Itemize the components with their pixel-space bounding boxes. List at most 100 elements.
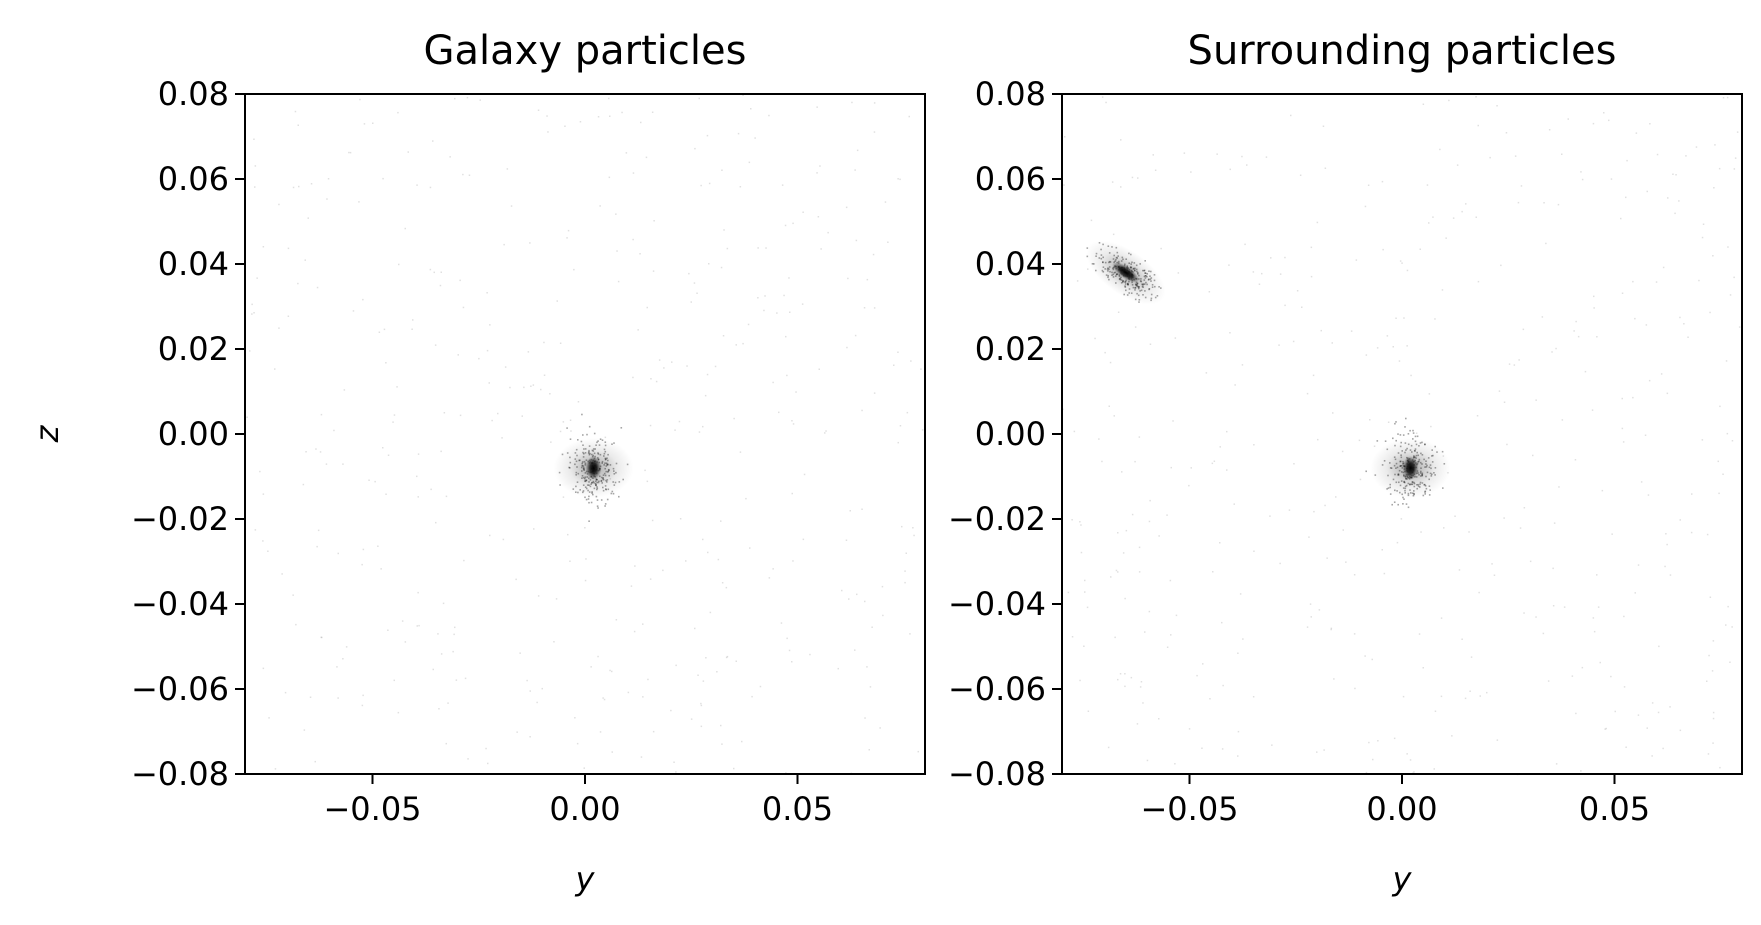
clump-particle xyxy=(583,468,585,470)
clump-particle xyxy=(1136,270,1138,273)
background-particle xyxy=(579,121,582,123)
background-particle xyxy=(462,173,464,176)
background-particle xyxy=(1086,606,1089,609)
clump-particle xyxy=(595,495,598,498)
clump-particle xyxy=(578,459,580,462)
background-particle xyxy=(1625,746,1627,748)
background-particle xyxy=(1599,661,1601,664)
background-particle xyxy=(1148,520,1151,523)
background-particle xyxy=(739,186,742,188)
clump-particle xyxy=(607,463,609,466)
x-axis-label: y xyxy=(1392,860,1413,898)
clump-particle xyxy=(618,481,621,483)
background-particle xyxy=(1593,630,1596,633)
clump-particle xyxy=(1147,278,1150,280)
clump-particle xyxy=(1142,284,1144,286)
background-particle xyxy=(1644,434,1647,436)
background-particle xyxy=(457,354,459,356)
clump-particle xyxy=(1419,461,1422,464)
background-particle xyxy=(262,667,265,670)
clump-particle xyxy=(1091,263,1094,265)
clump-particle xyxy=(1116,273,1119,275)
background-particle xyxy=(726,247,729,250)
background-particle xyxy=(1079,521,1081,523)
clump-particle xyxy=(1421,482,1424,484)
background-particle xyxy=(637,329,639,331)
background-particle xyxy=(1657,711,1660,714)
background-particle xyxy=(1121,471,1123,473)
clump-particle xyxy=(607,459,609,462)
background-particle xyxy=(310,183,313,185)
background-particle xyxy=(1651,755,1653,757)
clump-particle xyxy=(1383,460,1386,462)
clump-particle xyxy=(1118,278,1121,280)
clump-particle xyxy=(1131,261,1133,264)
clump-particle xyxy=(1441,450,1444,453)
clump-particle xyxy=(1401,493,1403,496)
clump-particle xyxy=(592,480,595,483)
background-particle xyxy=(802,211,804,213)
clump-particle xyxy=(612,481,614,483)
background-particle xyxy=(398,263,400,266)
background-particle xyxy=(1448,99,1450,102)
background-particle xyxy=(1316,751,1318,753)
clump-particle xyxy=(1409,429,1411,432)
background-particle xyxy=(720,520,722,522)
background-particle xyxy=(817,216,820,218)
background-particle xyxy=(1561,419,1564,421)
background-particle xyxy=(1090,219,1093,222)
clump-particle xyxy=(1414,450,1416,452)
background-particle xyxy=(690,301,692,303)
clump-particle xyxy=(581,475,584,477)
background-particle xyxy=(733,767,735,770)
background-particle xyxy=(1071,519,1073,521)
background-particle xyxy=(1149,343,1152,345)
background-particle xyxy=(837,667,839,670)
background-particle xyxy=(1674,212,1676,215)
clump-particle xyxy=(596,487,599,490)
background-particle xyxy=(721,169,723,171)
clump-particle xyxy=(569,438,572,440)
background-particle xyxy=(1320,329,1322,332)
background-particle xyxy=(788,649,791,652)
background-particle xyxy=(547,131,549,133)
background-particle xyxy=(897,441,899,444)
clump-particle xyxy=(574,458,577,460)
background-particle xyxy=(459,414,462,417)
background-particle xyxy=(489,324,491,326)
background-particle xyxy=(455,679,458,681)
clump-particle xyxy=(1401,450,1403,452)
background-particle xyxy=(1729,294,1732,296)
clump-particle xyxy=(1407,443,1410,446)
background-particle xyxy=(1517,201,1520,204)
clump-particle xyxy=(1160,287,1162,289)
background-particle xyxy=(749,547,751,549)
clump-particle xyxy=(587,452,590,454)
background-particle xyxy=(694,147,696,150)
background-particle xyxy=(803,473,806,476)
clump-particle xyxy=(602,486,604,489)
clump-particle xyxy=(1115,246,1118,249)
clump-particle xyxy=(1423,458,1425,461)
background-particle xyxy=(1131,513,1134,516)
clump-particle xyxy=(1400,460,1402,463)
clump-particle xyxy=(1146,283,1148,286)
background-particle xyxy=(1221,748,1224,750)
background-particle xyxy=(1101,460,1103,463)
clump-particle xyxy=(582,468,585,470)
background-particle xyxy=(1439,148,1441,151)
clump-particle xyxy=(1442,487,1444,489)
background-particle xyxy=(326,198,328,200)
background-particle xyxy=(1660,373,1663,375)
background-particle xyxy=(1365,771,1368,774)
clump-particle xyxy=(1376,440,1379,442)
background-particle xyxy=(1419,248,1421,250)
background-particle xyxy=(1242,638,1244,640)
clump-particle xyxy=(602,478,604,480)
clump-particle xyxy=(1395,462,1398,465)
clump-particle xyxy=(596,478,598,481)
clump-particle xyxy=(1398,481,1400,484)
background-particle xyxy=(566,237,568,239)
y-tick-label: 0.00 xyxy=(975,415,1046,453)
background-particle xyxy=(1679,729,1682,732)
